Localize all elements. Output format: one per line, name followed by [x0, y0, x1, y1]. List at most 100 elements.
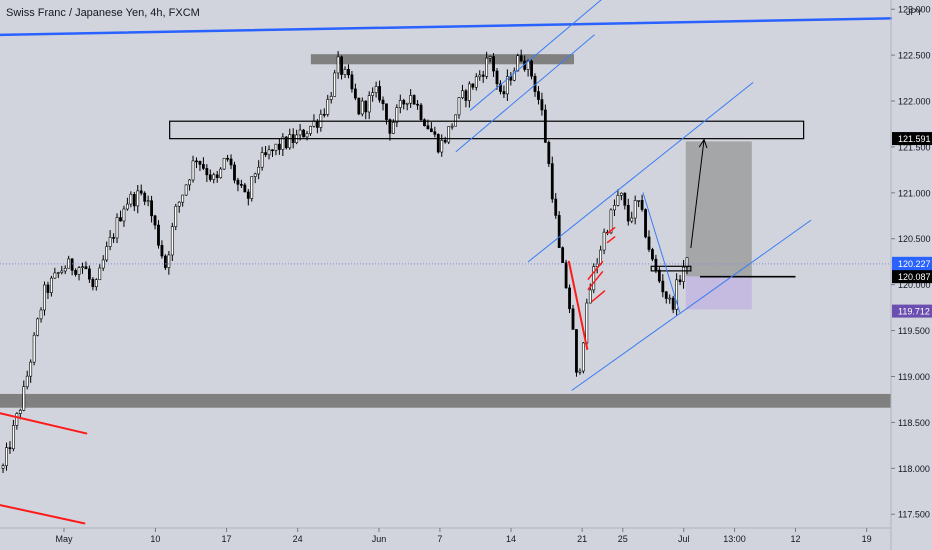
candle-body: [139, 190, 143, 194]
candle-body: [274, 143, 278, 151]
candle-body: [132, 194, 136, 207]
candle-body: [309, 125, 312, 134]
target-arrow[interactable]: [690, 139, 705, 248]
candle-body: [29, 361, 33, 377]
currency-label: JPY: [906, 7, 923, 17]
candle-body: [222, 157, 226, 170]
candle-body: [112, 237, 115, 239]
candle-body: [360, 100, 364, 115]
candle-body: [177, 201, 181, 207]
candle-body: [91, 278, 95, 288]
candle-body: [150, 200, 153, 217]
red-flag-5[interactable]: [606, 236, 616, 244]
red-line-3[interactable]: [567, 260, 589, 350]
candle-body: [246, 191, 250, 199]
candle-body: [371, 92, 375, 96]
candle-body: [302, 129, 305, 138]
candle-body: [198, 161, 202, 165]
candle-body: [416, 103, 419, 106]
y-tick-label: 121.000: [898, 188, 931, 198]
candle-body: [429, 128, 433, 133]
candle-body: [43, 284, 46, 311]
candle-body: [505, 76, 509, 95]
red-flag-1[interactable]: [587, 260, 604, 280]
candle-body: [315, 120, 319, 128]
red-line-2[interactable]: [0, 504, 86, 525]
target-arrow-head: [698, 138, 708, 149]
candle-body: [77, 267, 81, 275]
red-flag-4[interactable]: [606, 226, 616, 234]
top-trendline[interactable]: [0, 17, 893, 37]
candle-body: [457, 97, 461, 116]
candle-body: [347, 69, 350, 76]
candle-body: [616, 195, 620, 206]
candle-body: [281, 136, 285, 150]
x-tick-label: 10: [150, 534, 160, 544]
candle-body: [1, 465, 5, 469]
red-flag-3[interactable]: [591, 290, 606, 302]
candle-body: [94, 279, 98, 288]
y-tick-label: 119.000: [898, 372, 930, 382]
candle-body: [557, 215, 561, 248]
red-flag-2[interactable]: [587, 271, 604, 291]
candle-body: [336, 56, 340, 74]
price-label-bg: [892, 270, 932, 284]
candle-body: [126, 203, 129, 210]
candle-body: [260, 152, 264, 168]
candle-body: [395, 107, 399, 123]
channel-lower-2[interactable]: [571, 219, 812, 391]
candle-body: [640, 200, 644, 210]
candle-body: [205, 168, 209, 176]
red-line-1[interactable]: [0, 412, 88, 435]
candle-body: [25, 375, 29, 387]
candle-body: [288, 134, 292, 149]
candle-body: [443, 140, 447, 143]
price-label-120.227: 120.227: [898, 259, 931, 269]
candle-body: [215, 174, 219, 178]
channel-upper-1[interactable]: [469, 0, 622, 111]
candle-body: [374, 86, 378, 93]
candle-body: [32, 334, 36, 363]
channel-lower-1[interactable]: [455, 34, 595, 153]
target-box[interactable]: [685, 141, 752, 277]
candle-body: [488, 56, 492, 59]
candle-body: [630, 217, 634, 222]
candle-body: [340, 56, 343, 75]
y-tick-label: 120.000: [898, 280, 931, 290]
candle-body: [671, 297, 675, 310]
candle-body: [419, 104, 423, 121]
candle-body: [191, 160, 195, 181]
bottom-demand-zone[interactable]: [0, 393, 891, 408]
y-tick-label: 123.000: [898, 5, 931, 15]
price-label-bg: [892, 132, 932, 146]
resistance-box[interactable]: [169, 120, 805, 140]
candle-body: [115, 217, 119, 239]
wedge-line[interactable]: [642, 192, 681, 313]
x-tick-label: Jun: [372, 534, 387, 544]
candle-body: [454, 114, 457, 127]
top-supply-zone[interactable]: [310, 54, 575, 65]
candle-body: [8, 447, 12, 450]
candle-body: [637, 200, 641, 202]
stop-box[interactable]: [685, 276, 752, 310]
candle-body: [388, 119, 392, 134]
candle-body: [136, 190, 140, 207]
candle-body: [233, 164, 236, 181]
candle-body: [74, 270, 77, 275]
candle-body: [367, 95, 371, 113]
x-tick-label: 7: [437, 534, 442, 544]
candle-body: [499, 83, 502, 92]
entry-box[interactable]: [650, 265, 692, 272]
candle-body: [12, 425, 15, 450]
channel-upper-2[interactable]: [527, 82, 754, 263]
candle-body: [623, 192, 627, 206]
candle-body: [181, 194, 185, 203]
y-tick-label: 118.500: [898, 418, 930, 428]
candle-body: [543, 109, 547, 143]
candle-body: [547, 141, 551, 164]
y-tick-label: 117.500: [898, 510, 930, 520]
candle-body: [467, 83, 471, 101]
candle-body: [647, 236, 651, 250]
candle-body: [39, 309, 43, 320]
